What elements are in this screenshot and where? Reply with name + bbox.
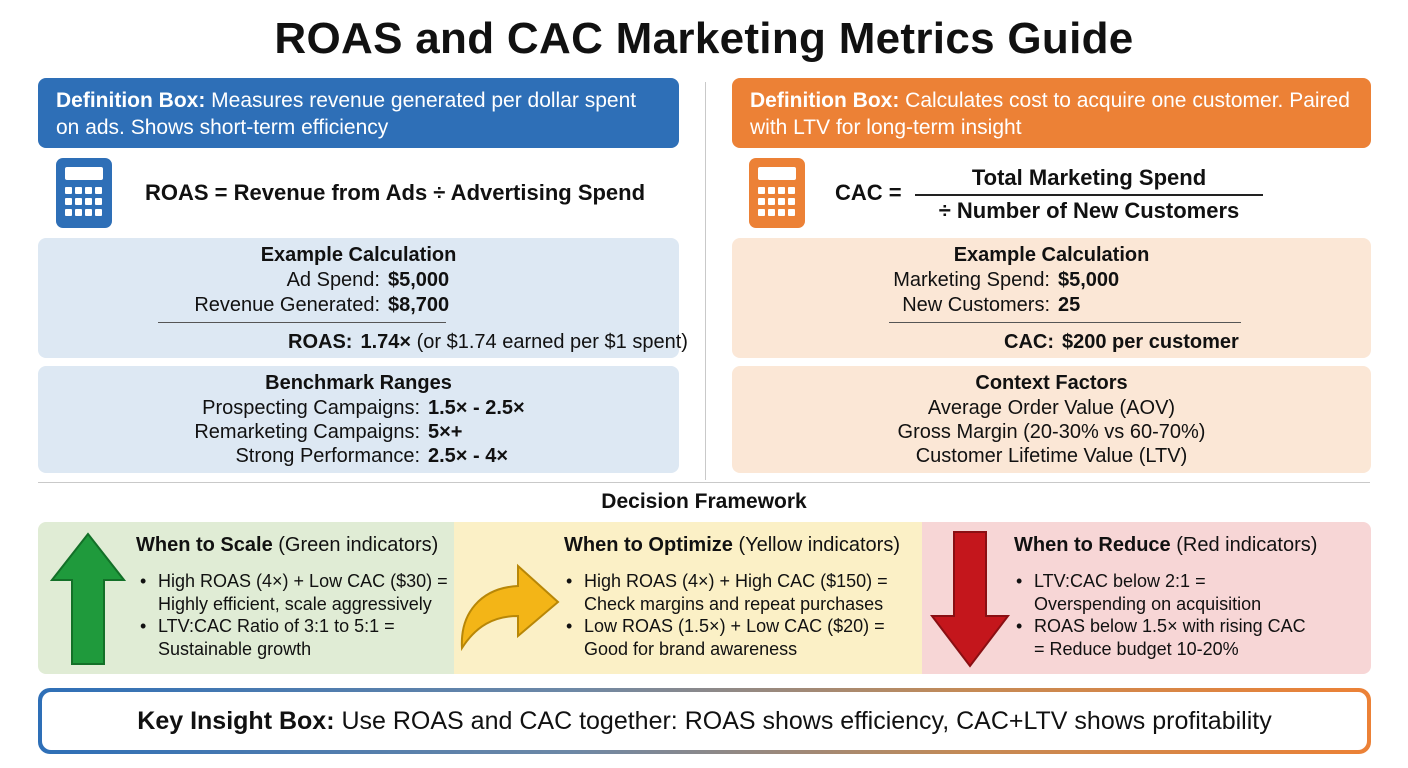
bullet-item: LTV:CAC Ratio of 3:1 to 5:1 =Sustainable… bbox=[138, 615, 448, 660]
roas-revenue-value: $8,700 bbox=[388, 294, 450, 316]
cac-context-panel: Context Factors Average Order Value (AOV… bbox=[732, 366, 1371, 473]
cac-context-title: Context Factors bbox=[975, 372, 1128, 394]
roas-definition-box: Definition Box: Measures revenue generat… bbox=[38, 78, 679, 148]
context-item: Customer Lifetime Value (LTV) bbox=[915, 445, 1188, 467]
benchmark-value: 1.5× - 2.5× bbox=[428, 397, 525, 419]
cac-new-customers-label: New Customers: bbox=[902, 294, 1050, 316]
roas-ad-spend-label: Ad Spend: bbox=[286, 269, 380, 291]
scale-heading: When to Scale (Green indicators) bbox=[136, 534, 438, 557]
decision-framework-title: Decision Framework bbox=[601, 490, 807, 513]
cac-formula-denominator: ÷ Number of New Customers bbox=[938, 198, 1240, 223]
key-insight-label: Key Insight Box: bbox=[137, 707, 335, 735]
bullet-item: High ROAS (4×) + Low CAC ($30) =Highly e… bbox=[138, 570, 448, 615]
reduce-panel: When to Reduce (Red indicators) LTV:CAC … bbox=[922, 522, 1371, 674]
roas-definition-text: Measures revenue generated per dollar sp… bbox=[56, 89, 637, 139]
roas-benchmark-title: Benchmark Ranges bbox=[265, 372, 452, 394]
cac-result-label: CAC: bbox=[1004, 331, 1054, 353]
cac-example-panel: Example Calculation Marketing Spend: $5,0… bbox=[732, 238, 1371, 358]
roas-revenue-label: Revenue Generated: bbox=[194, 294, 380, 316]
calculator-icon bbox=[56, 158, 112, 228]
fraction-line bbox=[915, 194, 1263, 196]
reduce-heading: When to Reduce (Red indicators) bbox=[1014, 534, 1317, 557]
benchmark-value: 5×+ bbox=[428, 421, 463, 443]
cac-formula-lhs: CAC = bbox=[835, 180, 902, 205]
cac-example-title: Example Calculation bbox=[953, 244, 1150, 266]
cac-result-value: $200 per customer bbox=[1062, 331, 1239, 353]
key-insight-box: Key Insight Box: Use ROAS and CAC togeth… bbox=[38, 688, 1371, 754]
cac-definition-label: Definition Box: bbox=[750, 89, 900, 112]
page-title: ROAS and CAC Marketing Metrics Guide bbox=[274, 14, 1134, 63]
benchmark-row: Strong Performance: 2.5× - 4× bbox=[138, 445, 508, 468]
roas-revenue-row: Revenue Generated: $8,700 bbox=[158, 294, 449, 317]
context-item: Average Order Value (AOV) bbox=[927, 397, 1176, 419]
cac-definition-box: Definition Box: Calculates cost to acqui… bbox=[732, 78, 1371, 148]
scale-heading-bold: When to Scale bbox=[136, 534, 273, 556]
roas-calc-divider bbox=[158, 322, 446, 323]
cac-marketing-spend-label: Marketing Spend: bbox=[893, 269, 1050, 291]
scale-heading-rest: (Green indicators) bbox=[272, 534, 439, 556]
benchmark-label: Prospecting Campaigns: bbox=[202, 397, 420, 419]
roas-ad-spend-row: Ad Spend: $5,000 bbox=[158, 269, 450, 292]
roas-result-value: 1.74× bbox=[360, 331, 412, 353]
calculator-icon bbox=[749, 158, 805, 228]
bullet-item: LTV:CAC below 2:1 =Overspending on acqui… bbox=[1014, 570, 1306, 615]
cac-result-row: CAC: $200 per customer bbox=[1004, 331, 1239, 354]
context-item: Gross Margin (20-30% vs 60-70%) bbox=[897, 421, 1206, 443]
optimize-heading-bold: When to Optimize bbox=[564, 534, 733, 556]
roas-ad-spend-value: $5,000 bbox=[388, 269, 450, 291]
reduce-heading-rest: (Red indicators) bbox=[1170, 534, 1318, 556]
roas-result-row: ROAS: 1.74× (or $1.74 earned per $1 spent… bbox=[288, 331, 688, 354]
benchmark-row: Remarketing Campaigns: 5×+ bbox=[138, 421, 462, 444]
column-divider bbox=[705, 82, 706, 480]
cac-marketing-spend-value: $5,000 bbox=[1058, 269, 1120, 291]
scale-bullets: High ROAS (4×) + Low CAC ($30) =Highly e… bbox=[138, 570, 448, 660]
key-insight-text: Use ROAS and CAC together: ROAS shows ef… bbox=[334, 707, 1272, 735]
benchmark-value: 2.5× - 4× bbox=[428, 445, 509, 467]
reduce-bullets: LTV:CAC below 2:1 =Overspending on acqui… bbox=[1014, 570, 1306, 660]
cac-new-customers-value: 25 bbox=[1058, 294, 1081, 316]
optimize-bullets: High ROAS (4×) + High CAC ($150) =Check … bbox=[564, 570, 888, 660]
section-divider bbox=[38, 482, 1370, 483]
roas-example-title: Example Calculation bbox=[260, 244, 457, 266]
cac-formula-numerator: Total Marketing Spend bbox=[971, 165, 1207, 190]
arrow-up-icon bbox=[50, 532, 126, 665]
cac-definition-text: Calculates cost to acquire one customer.… bbox=[750, 89, 1350, 139]
optimize-heading-rest: (Yellow indicators) bbox=[732, 534, 900, 556]
key-insight-content: Key Insight Box: Use ROAS and CAC togeth… bbox=[42, 692, 1367, 750]
roas-formula: ROAS = Revenue from Ads ÷ Advertising Sp… bbox=[145, 180, 646, 205]
bullet-item: High ROAS (4×) + High CAC ($150) =Check … bbox=[564, 570, 888, 615]
optimize-panel: When to Optimize (Yellow indicators) Hig… bbox=[454, 522, 922, 674]
roas-example-panel: Example Calculation Ad Spend: $5,000 Reve… bbox=[38, 238, 688, 358]
cac-calc-divider bbox=[889, 322, 1241, 323]
arrow-down-icon bbox=[930, 531, 1010, 668]
roas-definition-label: Definition Box: bbox=[56, 89, 206, 112]
benchmark-label: Strong Performance: bbox=[235, 445, 420, 467]
roas-benchmark-panel: Benchmark Ranges Prospecting Campaigns: 1… bbox=[38, 366, 679, 473]
benchmark-row: Prospecting Campaigns: 1.5× - 2.5× bbox=[138, 397, 525, 420]
cac-new-customers-row: New Customers: 25 bbox=[852, 294, 1080, 317]
curved-arrow-right-icon bbox=[460, 563, 560, 652]
optimize-heading: When to Optimize (Yellow indicators) bbox=[564, 534, 900, 557]
scale-panel: When to Scale (Green indicators) High RO… bbox=[38, 522, 454, 674]
roas-result-label: ROAS: bbox=[288, 331, 353, 353]
roas-result-note: (or $1.74 earned per $1 spent) bbox=[411, 331, 688, 353]
reduce-heading-bold: When to Reduce bbox=[1014, 534, 1171, 556]
benchmark-label: Remarketing Campaigns: bbox=[194, 421, 420, 443]
bullet-item: Low ROAS (1.5×) + Low CAC ($20) =Good fo… bbox=[564, 615, 888, 660]
bullet-item: ROAS below 1.5× with rising CAC= Reduce … bbox=[1014, 615, 1306, 660]
cac-marketing-spend-row: Marketing Spend: $5,000 bbox=[852, 269, 1119, 292]
